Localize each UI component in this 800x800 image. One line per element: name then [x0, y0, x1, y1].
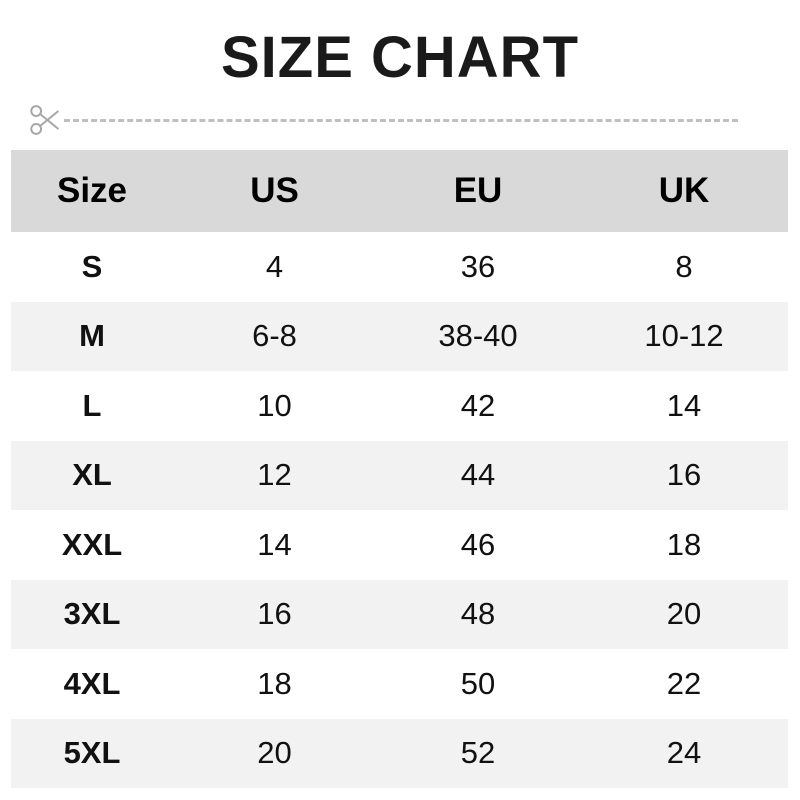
cell-size: M [11, 301, 173, 371]
cell-uk: 8 [580, 232, 788, 302]
cell-us: 20 [173, 718, 376, 788]
page-title: SIZE CHART [221, 25, 579, 90]
scissors-icon [30, 105, 59, 135]
dashed-cut-line [64, 118, 738, 122]
table-row: XXL 14 46 18 [11, 510, 788, 580]
cell-us: 12 [173, 440, 376, 510]
column-header-uk: UK [580, 150, 788, 232]
cell-eu: 44 [376, 440, 580, 510]
cell-size: XXL [11, 510, 173, 580]
table-row: 5XL 20 52 24 [11, 718, 788, 788]
cell-uk: 10-12 [580, 301, 788, 371]
cell-us: 6-8 [173, 301, 376, 371]
cell-us: 14 [173, 510, 376, 580]
cell-eu: 42 [376, 371, 580, 441]
cell-uk: 22 [580, 649, 788, 719]
cell-eu: 46 [376, 510, 580, 580]
cell-size: L [11, 371, 173, 441]
cell-size: 5XL [11, 718, 173, 788]
cell-eu: 38-40 [376, 301, 580, 371]
cut-line [28, 103, 772, 137]
cell-us: 10 [173, 371, 376, 441]
cell-eu: 52 [376, 718, 580, 788]
table-row: 3XL 16 48 20 [11, 579, 788, 649]
table-row: S 4 36 8 [11, 232, 788, 302]
size-chart-table: Size US EU UK S 4 36 8 M 6-8 38-40 10-12… [11, 150, 788, 788]
cell-us: 18 [173, 649, 376, 719]
cell-eu: 48 [376, 579, 580, 649]
cell-uk: 24 [580, 718, 788, 788]
cell-size: 3XL [11, 579, 173, 649]
table-row: 4XL 18 50 22 [11, 649, 788, 719]
cell-size: S [11, 232, 173, 302]
cell-uk: 18 [580, 510, 788, 580]
column-header-us: US [173, 150, 376, 232]
cell-us: 16 [173, 579, 376, 649]
cell-eu: 36 [376, 232, 580, 302]
cell-uk: 14 [580, 371, 788, 441]
cell-eu: 50 [376, 649, 580, 719]
table-row: M 6-8 38-40 10-12 [11, 301, 788, 371]
cell-us: 4 [173, 232, 376, 302]
table-row: XL 12 44 16 [11, 440, 788, 510]
table-row: L 10 42 14 [11, 371, 788, 441]
table-header-row: Size US EU UK [11, 150, 788, 232]
column-header-eu: EU [376, 150, 580, 232]
cell-size: XL [11, 440, 173, 510]
cell-uk: 20 [580, 579, 788, 649]
cell-size: 4XL [11, 649, 173, 719]
column-header-size: Size [11, 150, 173, 232]
cell-uk: 16 [580, 440, 788, 510]
